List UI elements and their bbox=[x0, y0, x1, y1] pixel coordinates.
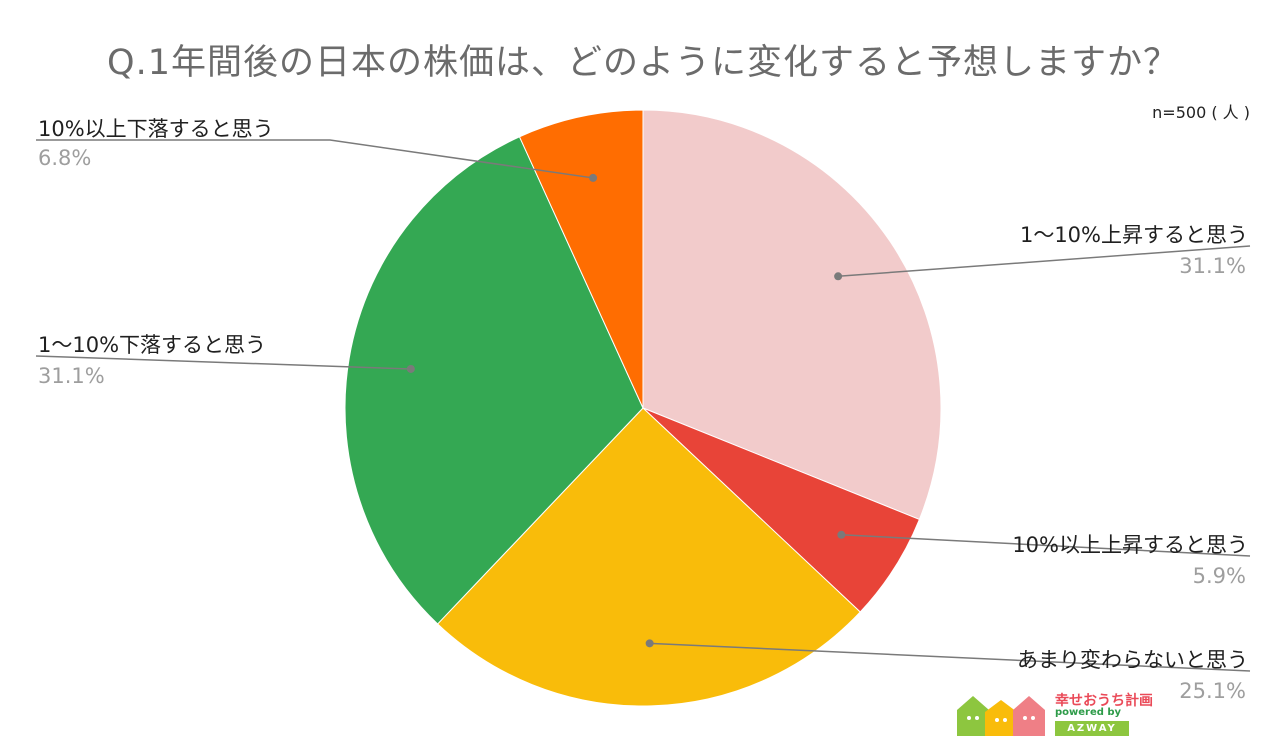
label-slice-3: 1〜10%下落すると思う bbox=[38, 333, 267, 357]
leader-line-4 bbox=[36, 139, 594, 179]
logo-badge: AZWAY bbox=[1055, 721, 1129, 736]
value-slice-2: 25.1% bbox=[1179, 679, 1246, 703]
label-slice-1: 10%以上上昇すると思う bbox=[1012, 533, 1248, 557]
leader-line-2 bbox=[649, 642, 1251, 672]
pie-slice-0 bbox=[642, 109, 942, 521]
sample-size-note: n=500 ( 人 ) bbox=[1152, 103, 1250, 122]
label-slice-0: 1〜10%上昇すると思う bbox=[1019, 223, 1248, 247]
value-slice-0: 31.1% bbox=[1179, 254, 1246, 278]
value-slice-1: 5.9% bbox=[1192, 564, 1246, 588]
value-slice-4: 6.8% bbox=[38, 146, 92, 170]
leader-dot-0 bbox=[834, 272, 843, 281]
label-slice-2: あまり変わらないと思う bbox=[1017, 648, 1248, 672]
leader-dot-4 bbox=[589, 173, 598, 182]
pie-slice-3 bbox=[344, 136, 644, 625]
leader-line-0 bbox=[838, 245, 1251, 278]
logo-title: 幸せおうち計画 bbox=[1055, 693, 1153, 709]
value-slice-3: 31.1% bbox=[38, 364, 105, 388]
leader-dot-1 bbox=[837, 530, 846, 539]
leader-dot-3 bbox=[406, 364, 415, 373]
leader-line-3 bbox=[35, 355, 411, 370]
leader-dot-2 bbox=[645, 639, 654, 648]
logo-subtitle: powered by bbox=[1055, 707, 1122, 718]
chart-title: Q.1年間後の日本の株価は、どのように変化すると予想しますか？ bbox=[107, 43, 1179, 83]
brand-logo: 幸せおうち計画 powered by AZWAY bbox=[955, 690, 1165, 738]
houses-icon bbox=[957, 696, 1045, 736]
pie-slice-4 bbox=[518, 109, 644, 409]
leader-line-1 bbox=[841, 534, 1251, 557]
label-slice-4: 10%以上下落すると思う bbox=[38, 117, 274, 141]
